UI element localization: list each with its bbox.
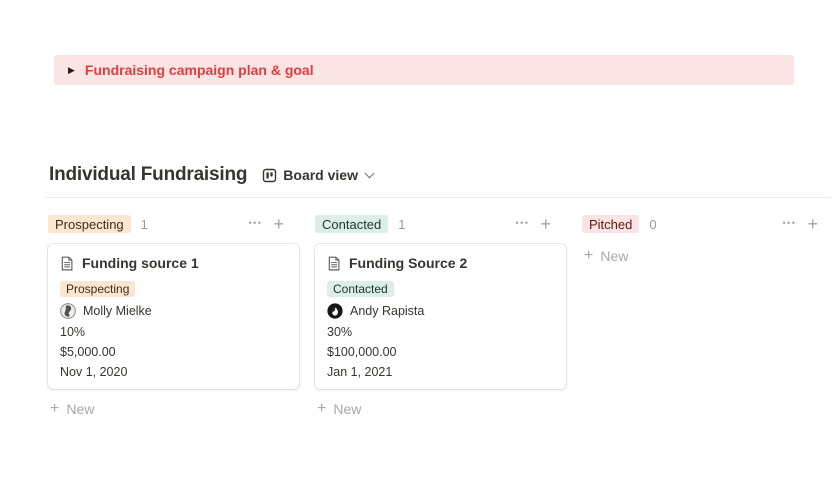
chevron-down-icon (364, 168, 375, 178)
card-date: Nov 1, 2020 (60, 365, 128, 379)
card-percent: 30% (327, 325, 353, 339)
column-more-icon[interactable]: ••• (248, 218, 263, 229)
new-label: New (66, 401, 95, 417)
new-card-button-prospecting[interactable]: + New (48, 400, 95, 418)
column-add-icon[interactable]: + (807, 213, 818, 234)
column-count: 1 (398, 216, 406, 232)
plus-icon: + (50, 400, 60, 417)
card-status-tag: Prospecting (60, 281, 136, 297)
column-status-tag[interactable]: Pitched (582, 215, 640, 233)
card-amount: $100,000.00 (327, 345, 397, 359)
card-title: Funding Source 2 (349, 255, 468, 271)
column-status-tag[interactable]: Prospecting (48, 215, 131, 233)
new-label: New (600, 248, 629, 264)
card-amount: $5,000.00 (60, 345, 116, 359)
banner-title: Fundraising campaign plan & goal (84, 62, 314, 78)
card-date: Jan 1, 2021 (327, 365, 393, 379)
column-count: 0 (649, 216, 657, 232)
column-more-icon[interactable]: ••• (515, 218, 530, 229)
page-icon (61, 256, 73, 270)
board-view-switcher[interactable]: Board view (262, 167, 375, 183)
new-label: New (333, 401, 362, 417)
card-title: Funding source 1 (82, 255, 199, 271)
database-header: Individual Fundraising Board view (49, 160, 375, 190)
column-pitched: Pitched 0 ••• + + New (582, 212, 833, 417)
new-card-button-contacted[interactable]: + New (315, 400, 362, 418)
board-view-icon (263, 168, 277, 182)
card-person: Andy Rapista (350, 304, 425, 318)
column-count: 1 (140, 216, 148, 232)
view-label: Board view (283, 167, 358, 183)
column-header: Prospecting 1 ••• + (48, 212, 299, 236)
column-header: Contacted 1 ••• + (315, 212, 566, 236)
card-person: Molly Mielke (83, 304, 152, 318)
new-card-button-pitched[interactable]: + New (582, 247, 629, 265)
plus-icon: + (317, 400, 327, 417)
plus-icon: + (584, 247, 594, 264)
page-icon (328, 256, 340, 270)
kanban-board: Prospecting 1 ••• + Funding source 1 Pr (48, 212, 833, 417)
avatar-andy-rapista (327, 303, 343, 319)
column-contacted: Contacted 1 ••• + Funding Source 2 Cont (315, 212, 566, 417)
fundraising-plan-toggle[interactable]: ▶ Fundraising campaign plan & goal (54, 55, 794, 85)
card-percent: 10% (60, 325, 86, 339)
column-add-icon[interactable]: + (273, 213, 284, 234)
page-title: Individual Fundraising (49, 164, 248, 185)
column-more-icon[interactable]: ••• (782, 218, 797, 229)
column-prospecting: Prospecting 1 ••• + Funding source 1 Pr (48, 212, 299, 417)
toggle-right-icon[interactable]: ▶ (68, 64, 75, 75)
avatar-molly-mielke (60, 303, 76, 319)
column-header: Pitched 0 ••• + (582, 212, 833, 236)
header-divider (45, 197, 831, 198)
card-funding-source-1[interactable]: Funding source 1 Prospecting Molly Mielk… (48, 244, 299, 389)
card-status-tag: Contacted (327, 281, 394, 297)
card-funding-source-2[interactable]: Funding Source 2 Contacted Andy Rapista … (315, 244, 566, 389)
column-status-tag[interactable]: Contacted (315, 215, 389, 233)
column-add-icon[interactable]: + (540, 213, 551, 234)
